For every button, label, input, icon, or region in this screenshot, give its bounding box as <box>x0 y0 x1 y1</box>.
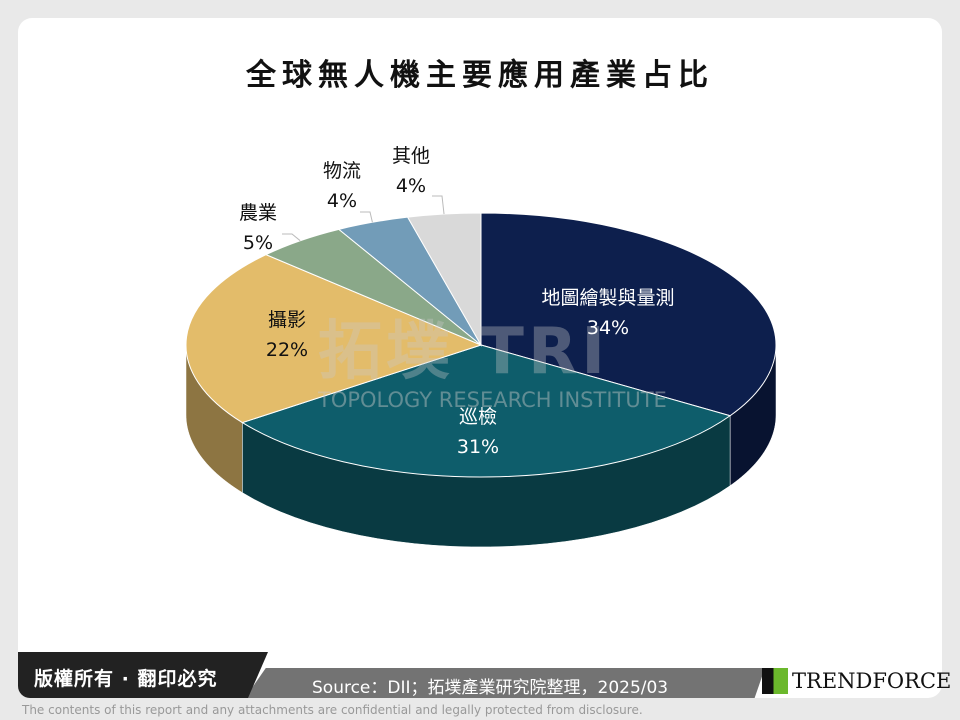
label-logistics: 物流 4% <box>322 160 362 212</box>
chart-title: 全球無人機主要應用產業占比 <box>246 58 714 93</box>
pie-slice-1 <box>241 344 732 478</box>
label-mapping: 地圖繪製與量測 34% <box>541 287 675 339</box>
label-other: 其他 4% <box>391 145 431 197</box>
trendforce-logo: TRENDFORCE <box>762 668 951 694</box>
leader-line-4 <box>360 211 373 223</box>
label-photography: 攝影 22% <box>265 309 309 361</box>
source-bar <box>245 668 765 698</box>
watermark: 拓墣 TRI <box>318 315 610 389</box>
pie-slice-0 <box>480 212 777 417</box>
label-inspection: 巡檢 31% <box>456 406 500 458</box>
watermark-text: TOPOLOGY RESEARCH INSTITUTE <box>318 388 667 412</box>
copyright-text: 版權所有 · 翻印必究 <box>34 668 218 690</box>
leader-line-5 <box>432 195 445 215</box>
pie-slice-2 <box>185 254 483 424</box>
leader-line-3 <box>282 233 301 242</box>
disclaimer: The contents of this report and any atta… <box>22 703 643 717</box>
label-agriculture: 農業 5% <box>238 202 278 254</box>
logo-mark-icon <box>762 668 788 694</box>
copyright-bar <box>18 652 268 698</box>
source-text: Source：DII；拓墣產業研究院整理，2025/03 <box>312 678 669 698</box>
